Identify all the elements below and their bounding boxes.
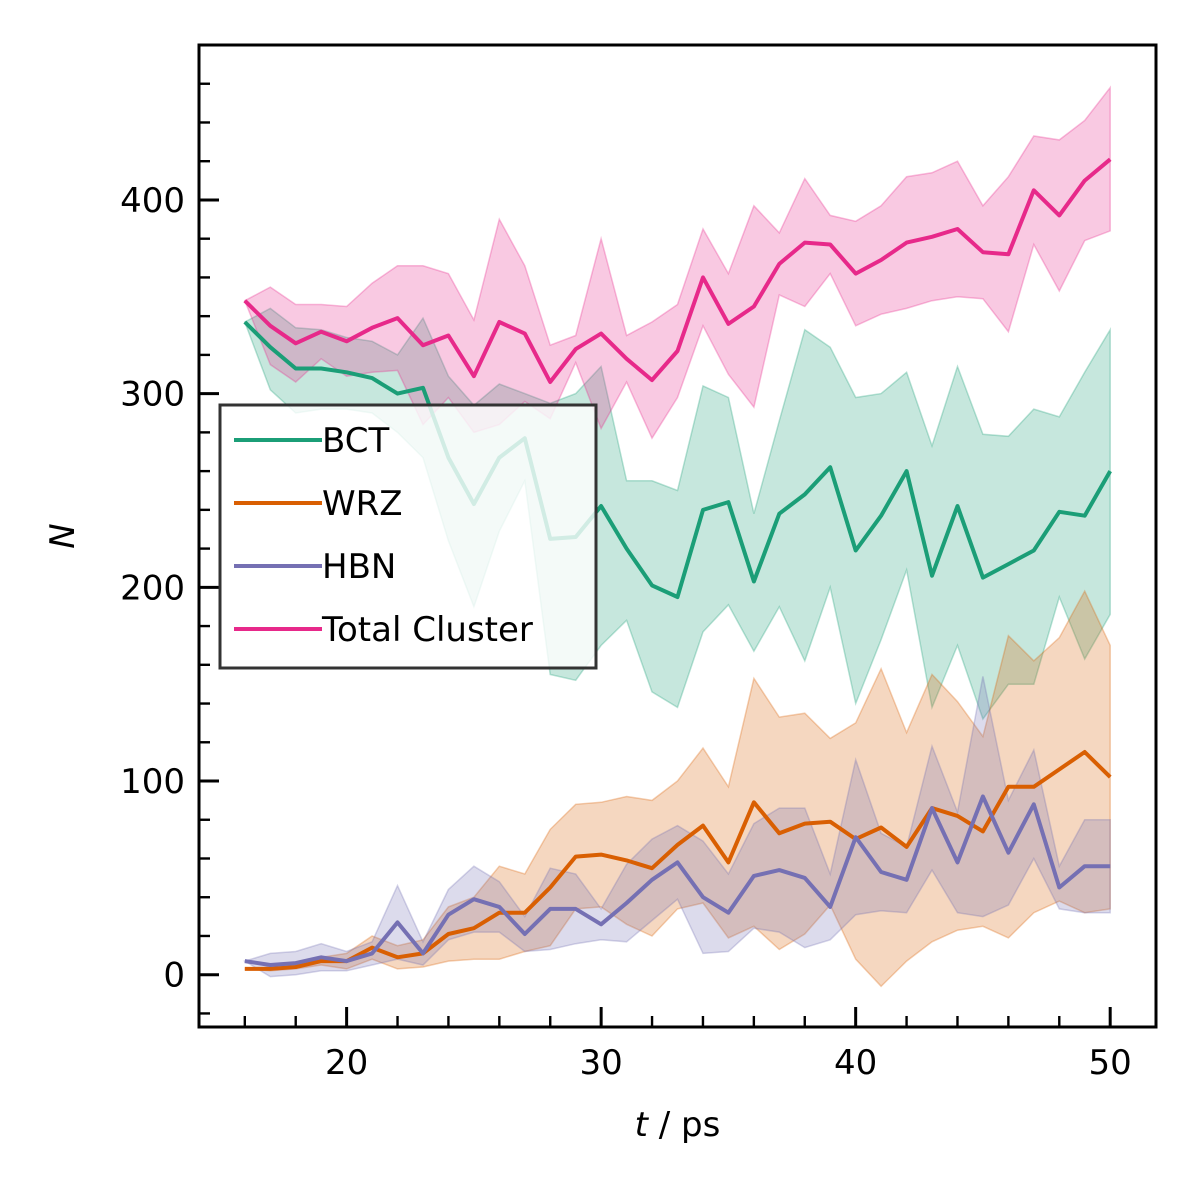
y-axis-label: N [43, 523, 83, 548]
series-line-wrz [244, 750, 1112, 971]
axis-ticks [199, 82, 1112, 1027]
x-axis-label: t / ps [635, 1105, 721, 1145]
x-tick-label: 20 [325, 1043, 368, 1083]
y-tick-label: 400 [120, 181, 185, 221]
x-tick-labels: 20 30 40 50 [325, 1043, 1132, 1083]
band-hbn [242, 676, 1111, 978]
series-lines [243, 157, 1112, 971]
x-tick-label: 40 [834, 1043, 877, 1083]
x-tick-label: 50 [1089, 1043, 1132, 1083]
y-tick-label: 100 [120, 762, 185, 802]
series-line-total-cluster [243, 157, 1112, 384]
x-axis-label-unit: / ps [648, 1105, 720, 1145]
legend-label-total-cluster: Total Cluster [321, 610, 533, 650]
legend-label-bct: BCT [322, 421, 389, 461]
x-axis-label-var: t [635, 1105, 650, 1145]
y-tick-label: 0 [163, 956, 185, 996]
legend-label-hbn: HBN [322, 547, 396, 587]
y-tick-label: 200 [120, 568, 185, 608]
band-wrz [244, 589, 1111, 988]
legend-label-wrz: WRZ [322, 484, 403, 524]
legend: BCT WRZ HBN Total Cluster [218, 403, 598, 670]
y-tick-label: 300 [120, 375, 185, 415]
x-tick-label: 30 [580, 1043, 623, 1083]
y-tick-labels: 0 100 200 300 400 [120, 181, 185, 996]
series-line-bct [243, 320, 1112, 599]
legend-box [218, 403, 598, 670]
plot-frame [197, 43, 1158, 1029]
series-line-hbn [244, 794, 1111, 967]
